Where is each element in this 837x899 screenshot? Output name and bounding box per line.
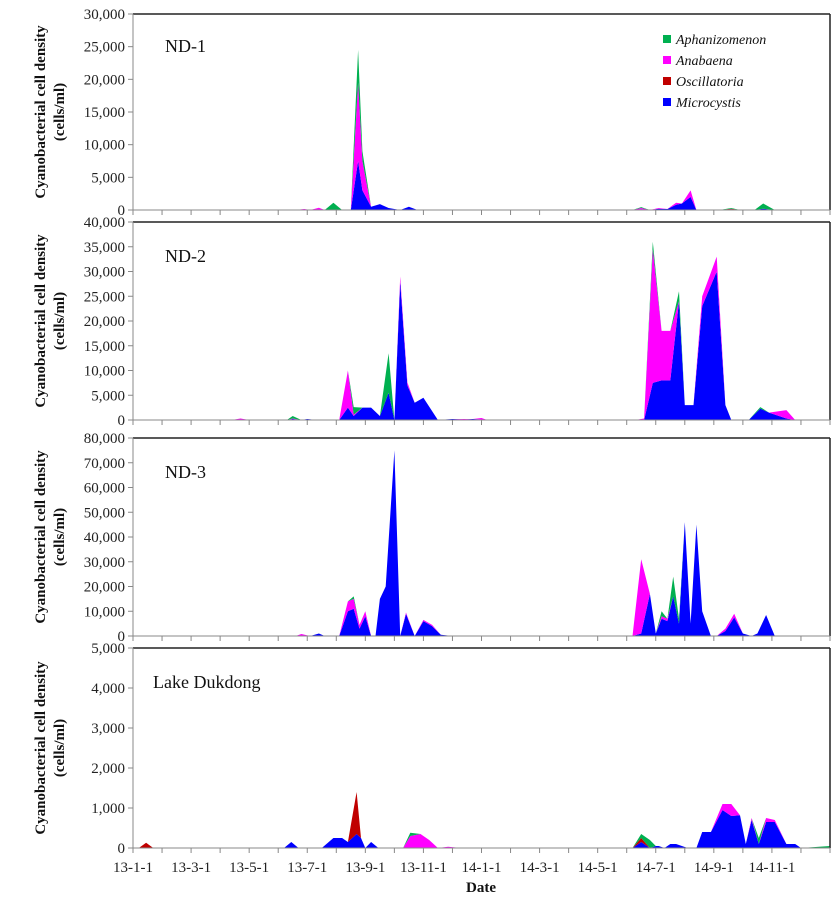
y-tick-label: 60,000 xyxy=(84,481,125,497)
y-axis-units: (cells/ml) xyxy=(52,83,68,141)
panel-title: ND-1 xyxy=(165,36,206,56)
y-axis-title: Cyanobacterial cell density xyxy=(33,450,49,624)
panels: 05,00010,00015,00020,00025,00030,000ND-1… xyxy=(33,7,831,876)
area-microcystis xyxy=(231,271,801,420)
panel-4: 0 1,000 2,000 3,000 4,000 5,000 Lake Dukdong Cy… xyxy=(33,641,831,857)
legend-label: Oscillatoria xyxy=(676,75,744,90)
legend-swatch-aphanizomenon xyxy=(663,35,671,43)
x-tick-label: 13-9-1 xyxy=(345,860,385,876)
legend: Aphanizomenon Anabaena Oscillatoria Microcy… xyxy=(663,33,766,111)
legend-swatch-anabaena xyxy=(663,56,671,64)
y-tick-label: 50,000 xyxy=(84,505,125,521)
y-tick-label: 15,000 xyxy=(84,339,125,355)
y-tick-label: 1,000 xyxy=(91,801,125,817)
y-tick-label: 5,000 xyxy=(91,170,125,186)
x-tick-label: 14-9-1 xyxy=(694,860,734,876)
area-aphanizomenon xyxy=(295,49,775,211)
x-tick-label: 14-11-1 xyxy=(748,860,795,876)
y-tick-label: 20,000 xyxy=(84,314,125,330)
area-anabaena xyxy=(231,249,801,420)
x-tick-label: 13-1-1 xyxy=(113,860,153,876)
y-tick-label: 70,000 xyxy=(84,456,125,472)
panel-title: ND-2 xyxy=(165,246,206,266)
panel-title: ND-3 xyxy=(165,462,206,482)
panel-title: Lake Dukdong xyxy=(153,672,260,692)
x-tick-label: 13-5-1 xyxy=(229,860,269,876)
legend-label: Microcystis xyxy=(675,96,741,111)
y-tick-label: 20,000 xyxy=(84,580,125,596)
y-axis-units: (cells/ml) xyxy=(52,508,68,566)
legend-label: Anabaena xyxy=(675,54,733,69)
area-aphanizomenon xyxy=(295,450,781,636)
y-tick-label: 40,000 xyxy=(84,215,125,231)
y-tick-label: 15,000 xyxy=(84,105,125,121)
panel-3: 0 10,000 20,000 30,000 40,000 50,000 60,000 70,… xyxy=(33,431,831,645)
y-tick-label: 0 xyxy=(118,413,126,429)
y-tick-label: 4,000 xyxy=(91,681,125,697)
y-tick-label: 5,000 xyxy=(91,641,125,657)
area-microcystis xyxy=(295,450,781,636)
y-tick-label: 10,000 xyxy=(84,604,125,620)
legend-swatch-microcystis xyxy=(663,98,671,106)
y-tick-label: 2,000 xyxy=(91,761,125,777)
y-tick-label: 35,000 xyxy=(84,240,125,256)
y-tick-label: 10,000 xyxy=(84,364,125,380)
y-tick-label: 30,000 xyxy=(84,7,125,23)
area-anabaena xyxy=(295,450,781,636)
legend-label: Aphanizomenon xyxy=(675,33,766,48)
y-tick-label: 0 xyxy=(118,203,126,219)
y-tick-label: 40,000 xyxy=(84,530,125,546)
y-axis-title: Cyanobacterial cell density xyxy=(33,234,49,408)
y-axis-units: (cells/ml) xyxy=(52,292,68,350)
y-tick-label: 20,000 xyxy=(84,72,125,88)
y-tick-label: 80,000 xyxy=(84,431,125,447)
x-tick-label: 13-11-1 xyxy=(400,860,447,876)
y-tick-label: 10,000 xyxy=(84,138,125,154)
area-microcystis xyxy=(138,810,831,848)
x-tick-labels: 13-1-1 13-3-1 13-5-1 13-7-1 13-9-1 13-11-1 14-… xyxy=(113,860,795,876)
x-tick-label: 14-5-1 xyxy=(578,860,618,876)
y-axis-title: Cyanobacterial cell density xyxy=(33,661,49,835)
y-tick-label: 3,000 xyxy=(91,721,125,737)
y-tick-label: 5,000 xyxy=(91,388,125,404)
legend-swatch-oscillatoria xyxy=(663,77,671,85)
x-tick-label: 14-1-1 xyxy=(462,860,502,876)
x-tick-label: 13-7-1 xyxy=(287,860,327,876)
area-oscillatoria xyxy=(295,450,781,636)
x-tick-label: 14-7-1 xyxy=(636,860,676,876)
y-tick-label: 25,000 xyxy=(84,289,125,305)
y-tick-label: 30,000 xyxy=(84,265,125,281)
panel-2: 0 5,000 10,000 15,000 20,000 25,000 30,000 35,0… xyxy=(33,215,831,429)
panel-1: 0 5,000 10,000 15,000 20,000 25,000 30,000 ND-1… xyxy=(33,7,831,219)
y-tick-label: 0 xyxy=(118,841,126,857)
y-tick-label: 30,000 xyxy=(84,555,125,571)
x-tick-label: 13-3-1 xyxy=(171,860,211,876)
y-axis-title: Cyanobacterial cell density xyxy=(33,25,49,199)
y-tick-label: 25,000 xyxy=(84,40,125,56)
x-axis-title: Date xyxy=(466,880,496,896)
y-tick-label: 0 xyxy=(118,629,126,645)
y-axis-units: (cells/ml) xyxy=(52,719,68,777)
x-tick-label: 14-3-1 xyxy=(520,860,560,876)
